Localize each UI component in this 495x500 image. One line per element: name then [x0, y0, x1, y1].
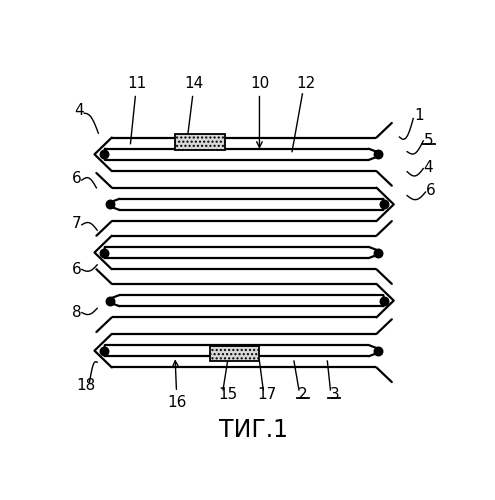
- Text: 3: 3: [329, 386, 339, 402]
- Point: [380, 296, 388, 304]
- Point: [380, 200, 388, 208]
- Bar: [209, 346, 259, 361]
- Text: 15: 15: [218, 386, 237, 402]
- Text: 7: 7: [72, 216, 81, 231]
- Point: [374, 346, 382, 354]
- Point: [374, 150, 382, 158]
- Text: 6: 6: [426, 184, 436, 198]
- Text: ΤИГ.1: ΤИГ.1: [219, 418, 288, 442]
- Text: 10: 10: [250, 76, 269, 148]
- Text: 4: 4: [74, 102, 84, 118]
- Text: 17: 17: [257, 386, 277, 402]
- Point: [100, 150, 108, 158]
- Point: [106, 200, 114, 208]
- Text: 2: 2: [298, 386, 307, 402]
- Text: 18: 18: [76, 378, 95, 393]
- Bar: [175, 134, 225, 150]
- Text: 1: 1: [414, 108, 423, 124]
- Text: 12: 12: [296, 76, 315, 91]
- Point: [374, 248, 382, 256]
- Point: [100, 248, 108, 256]
- Text: 14: 14: [185, 76, 204, 142]
- Text: 5: 5: [423, 134, 433, 148]
- Text: 8: 8: [72, 304, 81, 320]
- Text: 6: 6: [72, 262, 81, 278]
- Text: 11: 11: [127, 76, 147, 144]
- Point: [106, 296, 114, 304]
- Text: 4: 4: [423, 160, 433, 176]
- Text: 16: 16: [167, 361, 187, 410]
- Point: [100, 346, 108, 354]
- Text: 6: 6: [72, 171, 81, 186]
